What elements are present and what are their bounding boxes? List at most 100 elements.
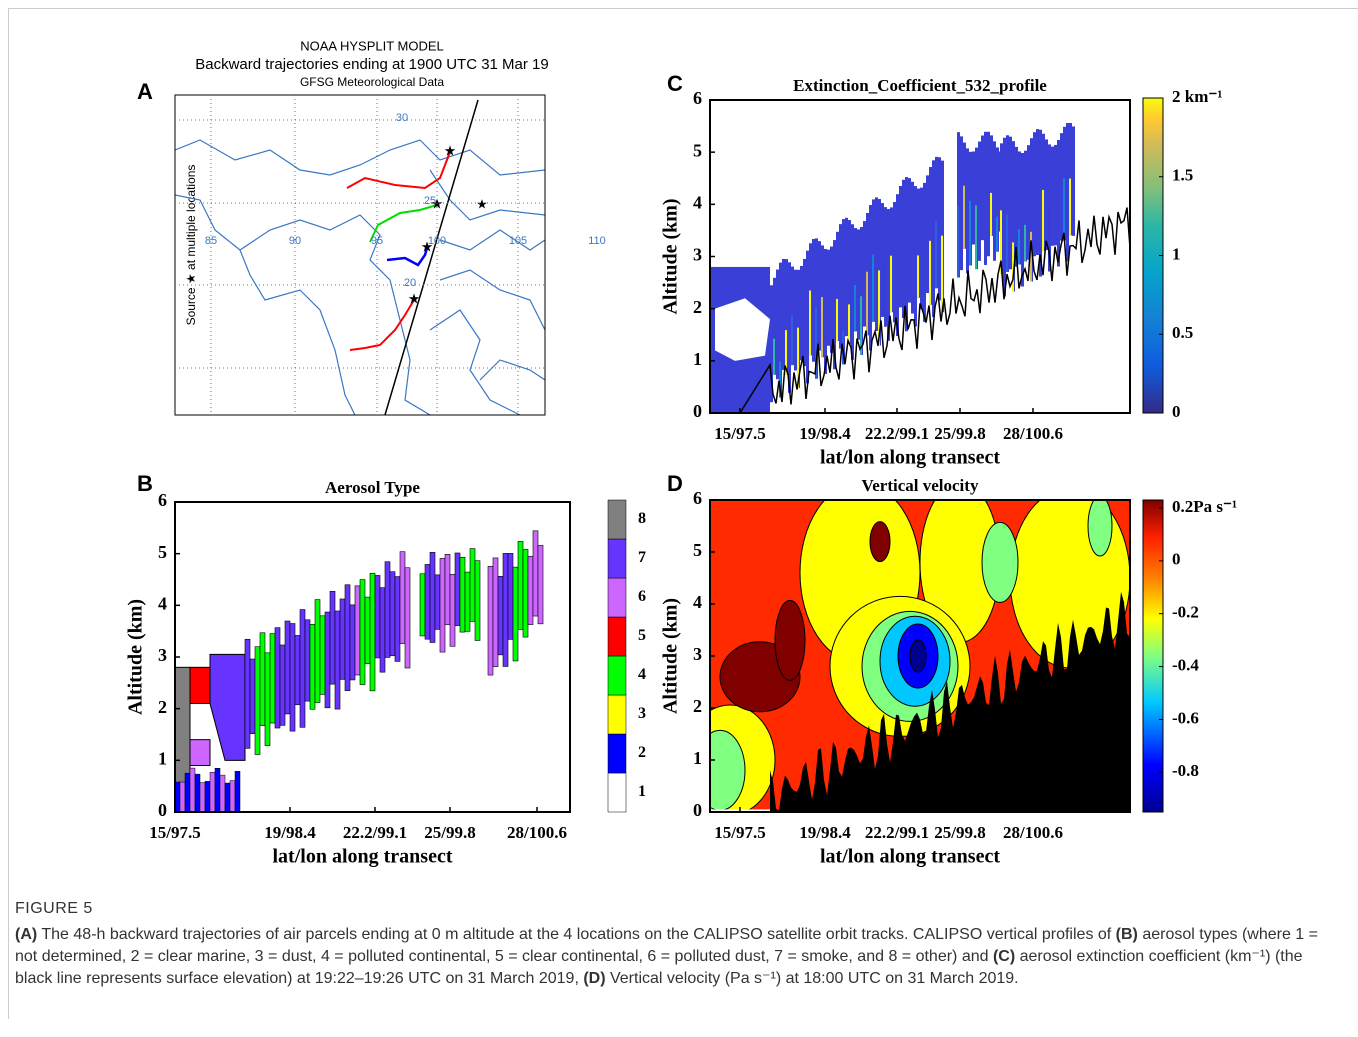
extinction-column — [1057, 139, 1060, 267]
extinction-column — [923, 182, 926, 322]
y-axis-label: Altitude (km) — [125, 599, 147, 715]
extinction-column — [848, 220, 851, 345]
extinction-column — [806, 250, 809, 384]
type-patch — [349, 604, 356, 681]
type-patch — [179, 781, 186, 813]
colorbar-segment — [607, 577, 627, 618]
extinction-column — [1069, 178, 1071, 236]
colorbar-label: 7 — [638, 549, 646, 566]
caption-part: (A) — [15, 926, 38, 943]
colorbar-segment — [607, 616, 627, 657]
caption-part: (B) — [1115, 926, 1138, 943]
extinction-column — [779, 361, 781, 398]
type-patch — [429, 552, 436, 643]
y-tick-label: 0 — [693, 800, 702, 820]
trajectory — [386, 247, 429, 267]
type-patch — [364, 596, 371, 665]
velocity-contour — [710, 729, 746, 811]
x-tick-label: 19/98.4 — [264, 823, 316, 842]
type-patch — [449, 574, 456, 647]
panel-letter: C — [667, 71, 683, 96]
type-patch — [507, 553, 514, 640]
x-tick-label: 19/98.4 — [799, 823, 851, 842]
extinction-column — [1027, 145, 1030, 260]
x-axis-label: lat/lon along transect — [273, 846, 453, 868]
extinction-column — [872, 254, 874, 322]
extinction-column — [981, 135, 984, 241]
extinction-column — [1060, 133, 1063, 241]
colorbar-label: 1 — [638, 783, 646, 800]
extinction-column — [1054, 145, 1057, 246]
extinction-column — [917, 255, 919, 298]
type-patch — [474, 560, 481, 641]
extinction-column — [896, 279, 898, 337]
extinction-column — [932, 160, 935, 317]
extinction-column — [1021, 152, 1024, 287]
colorbar-label: 5 — [638, 627, 646, 644]
type-patch — [214, 767, 221, 813]
extinction-column — [899, 185, 902, 308]
x-tick-label: 22.2/99.1 — [343, 823, 407, 842]
colorbar-label: 0.5 — [1172, 323, 1193, 342]
caption-label: FIGURE 5 — [15, 900, 93, 917]
extinction-column — [773, 338, 775, 375]
extinction-column — [957, 205, 959, 278]
x-tick-label: 19/98.4 — [799, 424, 851, 443]
lon-label: 105 — [509, 235, 527, 247]
lat-label: 25 — [424, 195, 436, 207]
extinction-column — [1012, 242, 1014, 292]
extinction-column — [1072, 126, 1075, 236]
terrain — [770, 591, 1130, 812]
x-tick-label: 28/100.6 — [507, 823, 567, 842]
extinction-column — [975, 205, 977, 270]
type-patch — [444, 554, 451, 626]
extinction-column — [881, 203, 884, 317]
plot-title: Vertical velocity — [862, 476, 979, 495]
x-tick-label: 15/97.5 — [714, 424, 765, 443]
x-tick-label: 22.2/99.1 — [865, 424, 929, 443]
extinction-column — [926, 175, 929, 294]
x-tick-label: 28/100.6 — [1003, 424, 1063, 443]
source-star: ★ — [444, 143, 457, 159]
plot-content — [710, 122, 1131, 414]
panel-letter: A — [137, 79, 153, 104]
colorbar-label: -0.8 — [1172, 761, 1199, 780]
type-patch — [384, 561, 391, 658]
extinction-column — [857, 229, 860, 340]
type-patch — [234, 771, 241, 813]
source-star: ★ — [408, 291, 421, 307]
colorbar-label: 2 km⁻¹ — [1172, 87, 1222, 106]
extinction-column — [800, 265, 803, 361]
y-tick-label: 2 — [158, 697, 167, 717]
trajectory — [369, 204, 438, 243]
extinction-column — [812, 238, 815, 362]
colorbar-label: 3 — [638, 705, 646, 722]
extinction-column — [972, 151, 975, 245]
extinction-column — [966, 148, 969, 274]
caption-text: (A) The 48-h backward trajectories of ai… — [15, 924, 1340, 990]
type-patch — [294, 635, 301, 706]
colorbar — [1142, 499, 1164, 813]
y-tick-label: 6 — [693, 488, 702, 508]
extinction-column — [1012, 141, 1015, 292]
extinction-column — [990, 192, 992, 236]
extinction-column — [836, 231, 839, 341]
extinction-column — [860, 227, 863, 356]
type-patch — [487, 566, 494, 676]
type-patch — [497, 576, 504, 656]
extinction-column — [1024, 150, 1027, 262]
extinction-column — [1018, 151, 1021, 265]
extinction-column — [1000, 210, 1002, 275]
y-tick-label: 1 — [693, 748, 702, 768]
extinction-column — [969, 200, 971, 266]
caption-part: (D) — [583, 970, 606, 987]
caption-part: Vertical velocity (Pa s⁻¹) at 18:00 UTC … — [605, 970, 1019, 987]
colorbar-label: -0.6 — [1172, 708, 1199, 727]
extinction-column — [996, 216, 998, 252]
type-patch — [374, 575, 381, 659]
extinction-column — [911, 181, 914, 314]
type-patch — [424, 564, 431, 640]
type-patch — [394, 576, 401, 662]
coastlines — [175, 139, 545, 415]
extinction-column — [1030, 138, 1033, 282]
